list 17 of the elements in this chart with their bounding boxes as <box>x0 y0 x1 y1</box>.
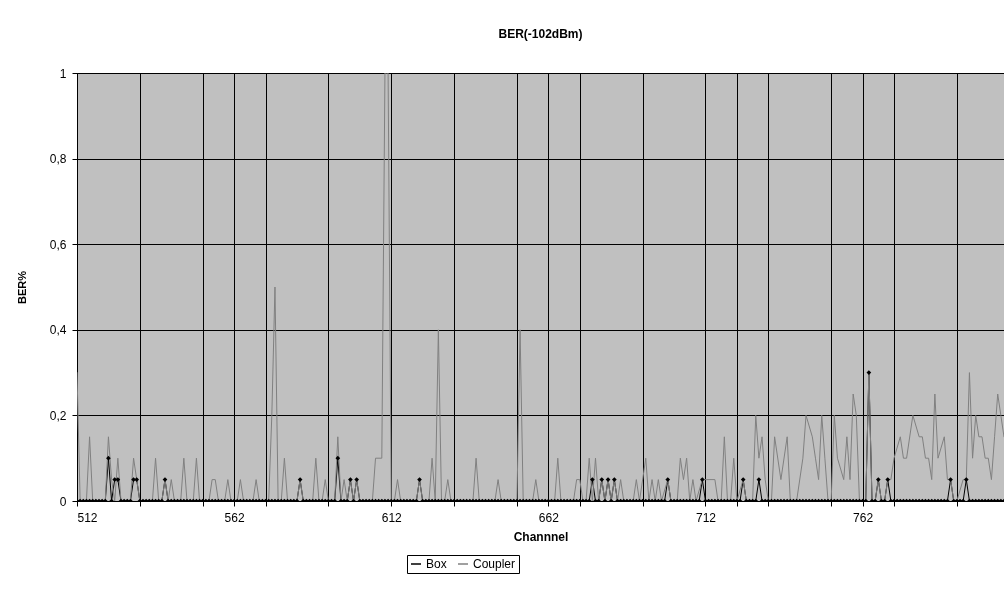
y-tick-label: 0,4 <box>49 323 67 338</box>
y-tick-label: 0,2 <box>49 408 67 423</box>
x-tick-label: 712 <box>695 510 717 525</box>
y-tick-label: 0 <box>59 494 67 509</box>
x-tick-label: 612 <box>381 510 403 525</box>
legend-label: Coupler <box>473 557 516 571</box>
x-tick-label: 562 <box>224 510 245 525</box>
x-tick-label: 762 <box>853 510 874 525</box>
chart-title: BER(-102dBm) <box>498 27 583 41</box>
x-axis-title: Channnel <box>513 529 569 544</box>
x-tick-label: 662 <box>538 510 560 525</box>
y-tick-label: 0,8 <box>49 152 67 167</box>
y-axis-title: BER% <box>15 270 28 305</box>
x-tick-label: 512 <box>77 510 98 525</box>
legend-label: Box <box>426 557 447 571</box>
y-tick-label: 1 <box>59 66 67 81</box>
y-tick-label: 0,6 <box>49 237 67 252</box>
